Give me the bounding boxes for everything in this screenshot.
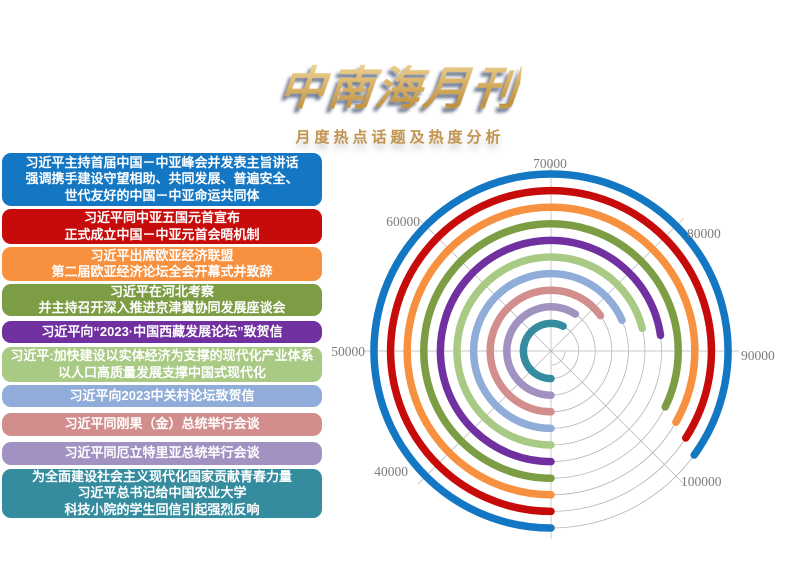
ring-track-remainder [550,422,677,496]
page-header: 中南海月刊 月度热点话题及热度分析 [200,52,600,147]
topic-bar-3: 习近平出席欧亚经济联盟 第二届欧亚经济论坛全会开幕式并致辞 [2,247,322,281]
axis-tick-label: 60000 [386,214,420,229]
radial-bar-6 [453,253,646,449]
page-subtitle: 月度热点话题及热度分析 [295,129,505,146]
ring-track-remainders [550,313,695,529]
ring-track-remainder [550,313,596,396]
radial-bars [370,170,732,532]
topic-line: 习近平向2023中关村论坛致贺信 [69,387,255,403]
topic-bar-2: 习近平同中亚五国元首宣布 正式成立中国－中亚元首会晤机制 [2,209,322,244]
topic-line: 正式成立中国－中亚元首会晤机制 [64,226,260,242]
axis-tick-label: 40000 [374,464,408,479]
axis-tick-label: 50000 [331,344,365,359]
radial-bar-3 [403,203,699,499]
topic-bar-5: 习近平向“2023·中国西藏发展论坛”致贺信 [2,321,322,343]
topic-line: 第二届欧亚经济论坛全会开幕式并致辞 [51,264,273,279]
radial-bar-8 [486,286,605,416]
topic-line: 习近平出席欧亚经济联盟 [90,247,234,263]
topic-bar-8: 习近平同刚果（金）总统举行会谈 [2,413,322,436]
ring-track-remainder [550,328,646,446]
axis-tick-labels: 40000 50000 60000 70000 80000 90000 100000 [331,156,775,489]
topic-line: 为全面建设社会主义现代化国家贡献青春力量 [31,468,292,484]
axis-tick-label: 100000 [681,474,722,489]
radial-bar-1 [370,170,732,532]
radial-bar-4 [420,220,682,482]
ring-track-remainder [550,325,580,379]
inner-axis-arc [550,350,566,366]
topic-bar-4: 习近平在河北考察 并主持召开深入推进京津冀协同发展座谈会 [2,284,322,316]
topic-line: 世代友好的中国－中亚命运共同体 [64,187,260,203]
topic-line: 习近平同厄立特里亚总统举行会谈 [64,445,260,461]
topic-line: 强调携手建设守望相助、共同发展、普遍安全、 [25,171,299,187]
ring-track-remainder [550,437,687,512]
topic-line: 习近平向“2023·中国西藏发展论坛”致贺信 [41,323,283,339]
topic-line: 习近平在河北考察 [109,283,214,299]
topic-line: 并主持召开深入推进京津冀协同发展座谈会 [38,300,286,315]
topic-bar-10: 为全面建设社会主义现代化国家贡献青春力量 习近平总书记给中国农业大学 科技小院的学生… [2,469,322,518]
topic-line: 习近平同中亚五国元首宣布 [83,210,240,225]
ring-track-remainder [550,454,695,529]
topic-list: 习近平主持首届中国－中亚峰会并发表主旨讲话 强调携手建设守望相助、共同发展、普遍安… [0,0,340,572]
radial-bar-7 [469,269,626,433]
topic-line: 科技小院的学生回信引起强烈反响 [64,501,260,517]
topic-line: 习近平主持首届中国－中亚峰会并发表主旨讲话 [25,154,299,170]
ring-track-remainder [550,315,613,413]
topic-bar-7: 习近平向2023中关村论坛致贺信 [2,385,322,407]
topic-bar-1: 习近平主持首届中国－中亚峰会并发表主旨讲话 强调携手建设守望相助、共同发展、普遍安… [2,153,322,206]
topic-bar-9: 习近平同厄立特里亚总统举行会谈 [2,442,322,465]
ring-track-remainder [550,320,629,429]
ring-track-remainder [550,406,666,479]
radial-bar-10 [519,319,567,383]
radial-bar-9 [503,303,580,399]
radial-bar-2 [386,186,716,516]
radial-bar-5 [436,236,665,466]
topic-bar-6: 习近平:加快建设以实体经济为支撑的现代化产业体系 以人口高质量发展支撑中国式现代化 [2,347,322,382]
topic-line: 习近平总书记给中国农业大学 [77,485,247,501]
topic-line: 习近平:加快建设以实体经济为支撑的现代化产业体系 [10,348,314,363]
axis-tick-label: 90000 [741,348,775,363]
topic-line: 以人口高质量发展支撑中国式现代化 [57,364,266,380]
axis-tick-label: 80000 [687,226,721,241]
topic-line: 习近平同刚果（金）总统举行会谈 [64,416,260,432]
ring-track-remainder [550,335,662,462]
axis-tick-label: 70000 [533,156,567,171]
